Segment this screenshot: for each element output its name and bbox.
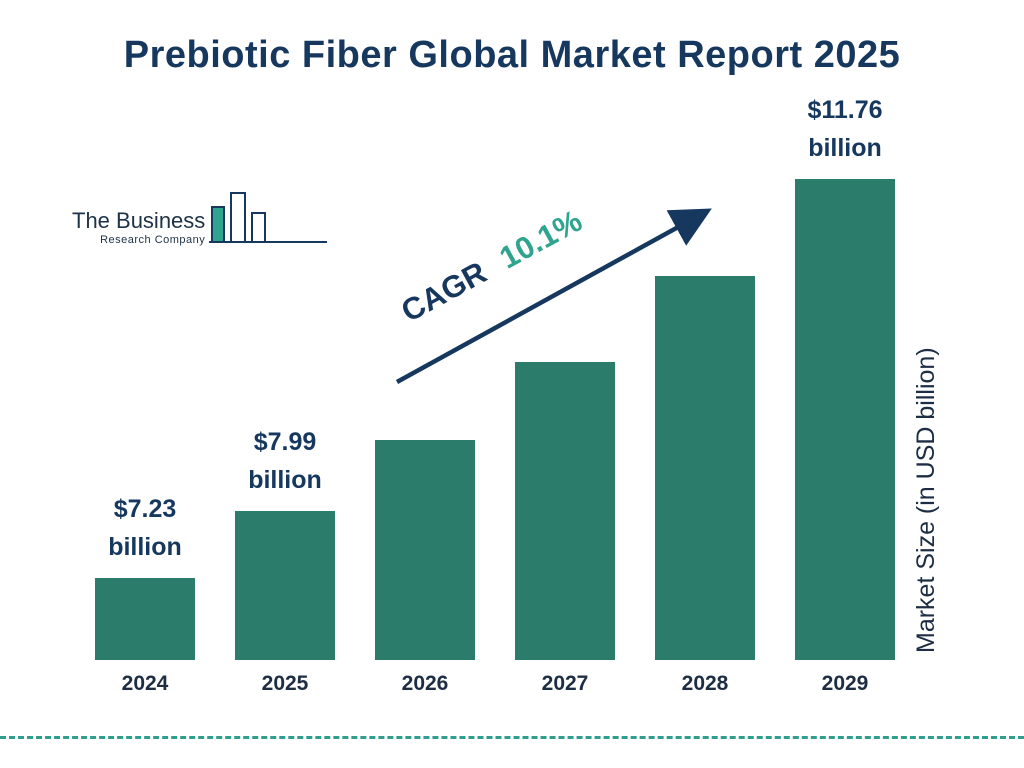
company-logo: The Business Research Company [72, 190, 329, 254]
x-tick-2029: 2029 [821, 672, 869, 695]
value-label-2024: $7.23 billion [108, 495, 182, 561]
x-tick-2028: 2028 [681, 672, 729, 695]
bar-2025 [235, 511, 335, 660]
company-logo-text: The Business Research Company [72, 208, 205, 246]
bar-column-2024: $7.23 billion 2024 [95, 140, 195, 695]
bar-2027 [515, 362, 615, 660]
bar-column-2029: $11.76 billion 2029 [795, 96, 895, 695]
bar-column-2025: $7.99 billion 2025 [235, 140, 335, 695]
bottom-dashed-divider [0, 736, 1024, 739]
bar-column-2026: 2026 [375, 140, 475, 695]
bar-2024 [95, 578, 195, 660]
bar-2026 [375, 440, 475, 660]
bar-2029 [795, 179, 895, 660]
value-label-2025: $7.99 billion [248, 428, 322, 494]
logo-name-line1: The Business [72, 208, 206, 233]
y-axis-label: Market Size (in USD billion) [912, 347, 940, 653]
logo-name-line2: Research Company [100, 234, 206, 246]
bar-2028 [655, 276, 755, 660]
x-tick-2027: 2027 [541, 672, 589, 695]
x-tick-2024: 2024 [121, 672, 169, 695]
x-tick-2026: 2026 [401, 672, 449, 695]
page-title: Prebiotic Fiber Global Market Report 202… [123, 34, 901, 76]
bar-column-2027: 2027 [515, 140, 615, 695]
x-tick-2025: 2025 [261, 672, 309, 695]
bar-column-2028: 2028 [655, 140, 755, 695]
value-label-2029: $11.76 billion [807, 96, 883, 162]
logo-bars-icon [209, 192, 328, 243]
bar-chart: $7.23 billion 2024 $7.99 billion 2025 2026 2027… [95, 96, 895, 695]
